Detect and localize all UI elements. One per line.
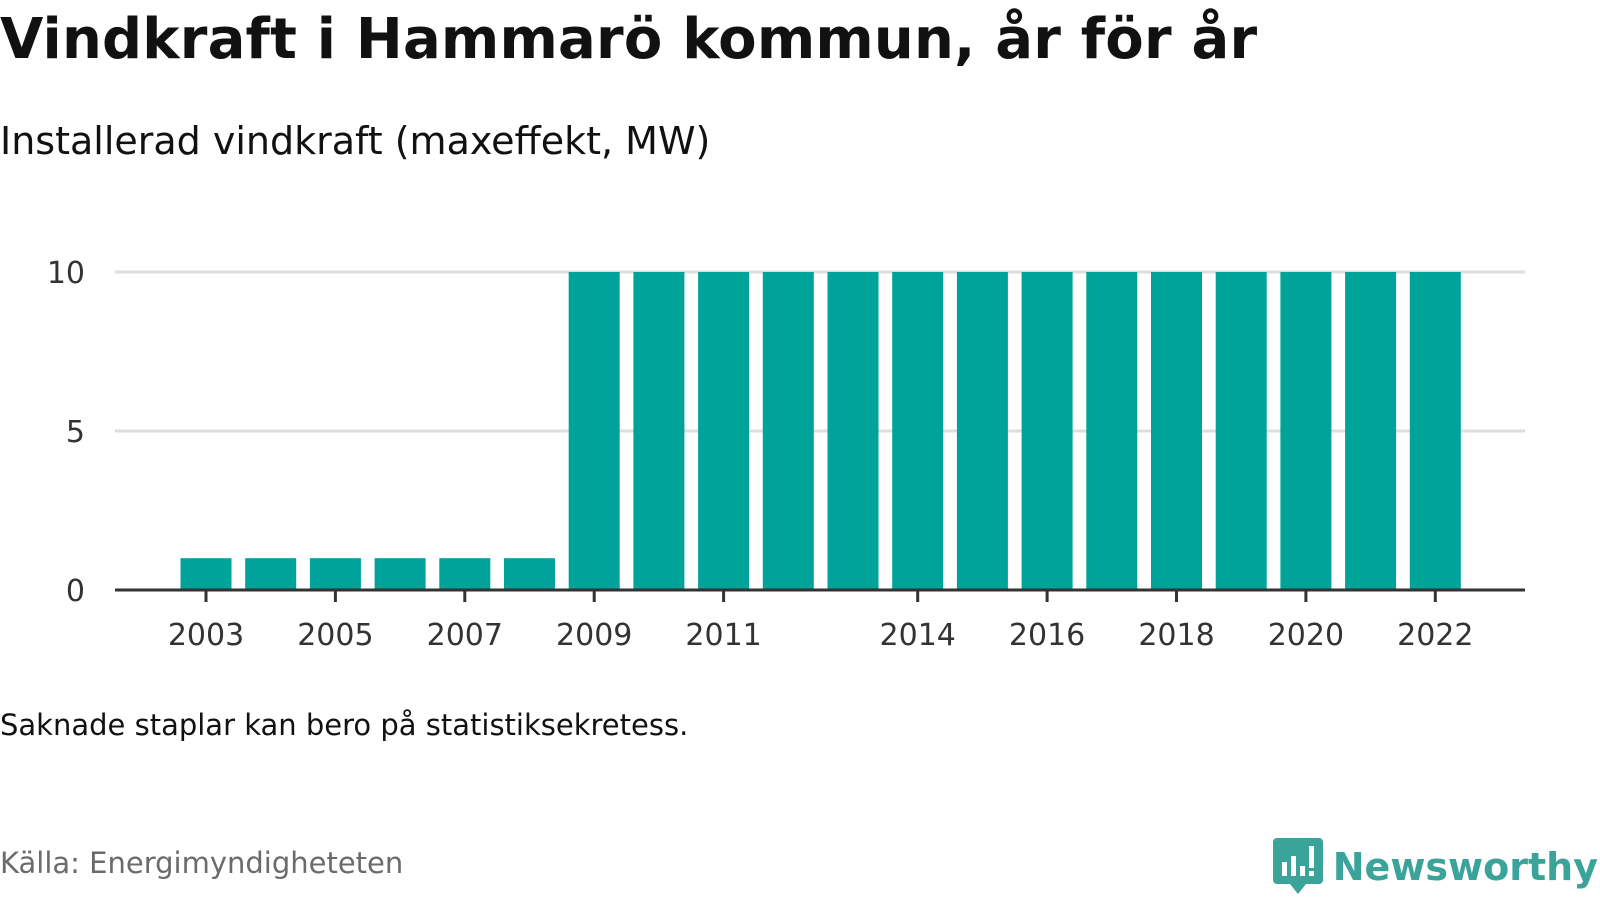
bar-2006 [374, 558, 426, 590]
bar-2013 [827, 272, 879, 590]
x-tick-label: 2018 [1138, 618, 1214, 653]
x-tick-label: 2022 [1397, 618, 1473, 653]
bar-2016 [1021, 272, 1073, 590]
y-tick-label: 10 [47, 256, 85, 291]
bar-2018 [1151, 272, 1202, 590]
newsworthy-logo-icon [1272, 838, 1323, 894]
bar-2004 [245, 558, 297, 590]
footnote: Saknade staplar kan bero på statistiksek… [0, 708, 689, 742]
x-tick-label: 2003 [168, 618, 244, 653]
bar-2011 [698, 272, 750, 590]
x-tick-label: 2007 [427, 618, 503, 653]
bar-2019 [1215, 272, 1267, 590]
x-tick-label: 2020 [1268, 618, 1344, 653]
x-tick-label: 2016 [1009, 618, 1085, 653]
y-tick-label: 5 [66, 415, 85, 450]
bars [180, 272, 1461, 590]
bar-2007 [439, 558, 491, 590]
newsworthy-logo: Newsworthy [1272, 838, 1598, 896]
bar-2012 [762, 272, 814, 590]
bar-2005 [309, 558, 361, 590]
x-tick-label: 2005 [297, 618, 373, 653]
chart-subtitle: Installerad vindkraft (maxeffekt, MW) [0, 119, 711, 163]
x-tick-label: 2009 [556, 618, 632, 653]
bar-2021 [1345, 272, 1397, 590]
chart-title: Vindkraft i Hammarö kommun, år för år [0, 7, 1258, 72]
bar-2015 [956, 272, 1008, 590]
x-tick-label: 2014 [880, 618, 956, 653]
bar-2022 [1409, 272, 1461, 590]
bar-2010 [633, 272, 685, 590]
logo-text: Newsworthy [1332, 845, 1598, 889]
bar-chart: 0 5 10 2003 2005 2007 2009 2011 2014 2016 2018 2020… [47, 256, 1525, 653]
y-tick-label: 0 [66, 574, 85, 609]
bar-2017 [1086, 272, 1138, 590]
bar-2003 [180, 558, 232, 590]
bar-2020 [1280, 272, 1332, 590]
bar-2008 [504, 558, 555, 590]
bar-2009 [568, 272, 620, 590]
axes: 0 5 10 2003 2005 2007 2009 2011 2014 2016 2018 2020… [47, 256, 1525, 653]
bar-2014 [892, 272, 944, 590]
source-text: Källa: Energimyndigheteten [0, 846, 404, 880]
x-tick-label: 2011 [685, 618, 761, 653]
